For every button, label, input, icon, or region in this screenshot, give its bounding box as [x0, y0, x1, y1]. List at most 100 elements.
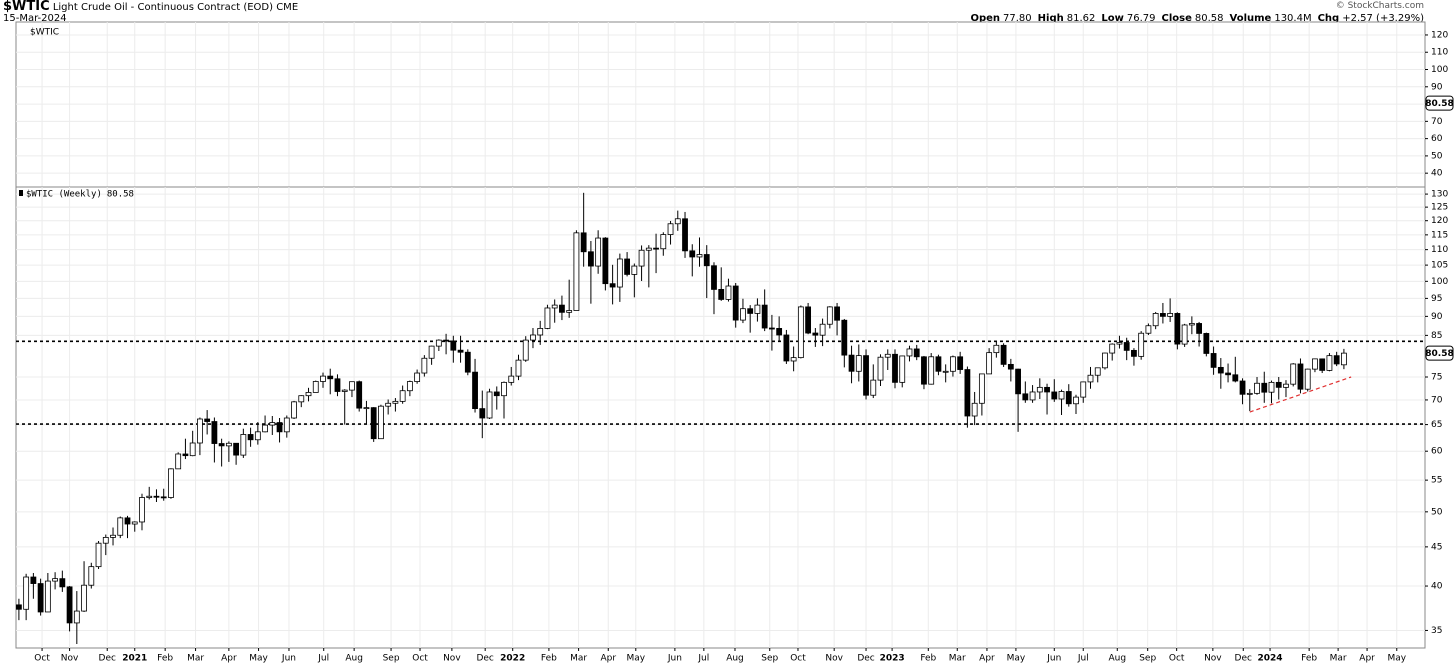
x-tick-label: Apr: [600, 654, 616, 664]
price-tag: [1425, 345, 1454, 361]
candle-body: [884, 353, 891, 358]
y-tick-label: 45: [1431, 542, 1442, 552]
symbol: $WTIC: [3, 0, 50, 14]
candle-body: [450, 340, 457, 351]
candle-body: [537, 328, 544, 336]
candle-body: [1297, 363, 1304, 390]
candle-body: [703, 254, 710, 267]
candle-body: [855, 355, 862, 372]
stat-value: 81.62: [1066, 13, 1096, 24]
y-tick-label: 75: [1431, 372, 1442, 382]
x-tick-label: Nov: [443, 654, 461, 664]
candle-body: [522, 339, 529, 361]
candle-body: [30, 576, 37, 584]
candle-body: [320, 375, 326, 382]
stat-value: +2.57 (+3.29%): [1342, 13, 1424, 24]
x-tick-label: Oct: [412, 654, 428, 664]
candle-body: [993, 344, 1000, 354]
candle-body: [501, 381, 507, 397]
candle-body: [356, 381, 363, 409]
candle-body: [841, 319, 848, 356]
candle-body: [1261, 382, 1268, 393]
candle-body: [1029, 391, 1036, 401]
candle-body: [660, 234, 667, 250]
candle-body: [254, 431, 261, 441]
candle-body: [153, 495, 160, 498]
candle-body: [1326, 355, 1333, 371]
x-tick-label: Dec: [99, 654, 116, 664]
candle-body: [341, 389, 348, 392]
candle-body: [283, 417, 290, 433]
candle-body: [805, 306, 812, 334]
candle-body: [392, 400, 399, 404]
candle-body: [971, 402, 978, 417]
candle-body: [88, 566, 95, 586]
candle-body: [146, 495, 153, 498]
candle-body: [906, 348, 913, 357]
candle-body: [1167, 313, 1174, 317]
candle-body: [276, 422, 283, 433]
candle-body: [1116, 342, 1123, 345]
x-tick-label: 2024: [1258, 654, 1283, 664]
y-tick-label: 40: [1431, 582, 1443, 592]
candle-body: [421, 357, 428, 374]
x-tick-label: Aug: [345, 654, 363, 664]
legend-value: 80.58: [107, 190, 134, 200]
x-tick-label: Oct: [34, 654, 50, 664]
candle-body: [674, 218, 681, 225]
candle-body: [457, 349, 464, 353]
y-tick-label: 100: [1431, 277, 1448, 287]
candle-body: [1145, 325, 1152, 334]
legend-icon: [19, 190, 23, 196]
candle-body: [892, 353, 898, 383]
candle-body: [1304, 368, 1311, 390]
candle-body: [964, 369, 971, 417]
y-tick-label: 70: [1431, 117, 1443, 127]
x-tick-label: Jul: [317, 654, 329, 664]
candle-body: [834, 306, 840, 321]
x-tick-label: Sep: [383, 654, 400, 664]
x-tick-label: Jun: [667, 654, 682, 664]
x-tick-label: May: [1387, 654, 1406, 664]
candle-body: [826, 306, 833, 325]
candle-body: [385, 402, 392, 407]
candle-body: [334, 378, 341, 392]
y-tick-label: 65: [1431, 420, 1442, 430]
candle-body: [1181, 324, 1188, 345]
candle-body: [682, 218, 688, 252]
candle-body: [667, 223, 674, 235]
candle-body: [602, 237, 609, 285]
candle-body: [580, 232, 587, 253]
x-tick-label: Oct: [790, 654, 806, 664]
y-tick-label: 90: [1431, 312, 1443, 322]
candle-body: [921, 356, 927, 385]
candle-body: [1312, 358, 1318, 370]
candle-body: [797, 306, 804, 359]
panel-label: $WTIC: [30, 28, 59, 38]
price-tag: [1425, 95, 1454, 111]
candle-body: [848, 354, 855, 372]
x-tick-label: Apr: [221, 654, 237, 664]
candle-body: [913, 348, 920, 358]
x-tick-label: Mar: [570, 654, 587, 664]
y-tick-label: 55: [1431, 476, 1442, 486]
candle-body: [124, 517, 131, 525]
candle-body: [1203, 333, 1210, 354]
y-tick-label: 40: [1431, 169, 1443, 179]
candle-body: [573, 232, 580, 311]
candle-body: [117, 517, 124, 536]
y-tick-label: 115: [1431, 230, 1448, 240]
candle-body: [790, 357, 797, 362]
candle-body: [1131, 349, 1137, 357]
candle-body: [464, 351, 471, 373]
candle-body: [1275, 381, 1282, 388]
x-tick-label: Jul: [697, 654, 709, 664]
candle-body: [653, 247, 659, 250]
candle-body: [1159, 313, 1166, 317]
candle-body: [175, 453, 182, 470]
candle-body: [1188, 323, 1195, 326]
candle-body: [609, 283, 616, 288]
candle-body: [1283, 383, 1289, 388]
stat-label: Chg: [1317, 13, 1340, 24]
